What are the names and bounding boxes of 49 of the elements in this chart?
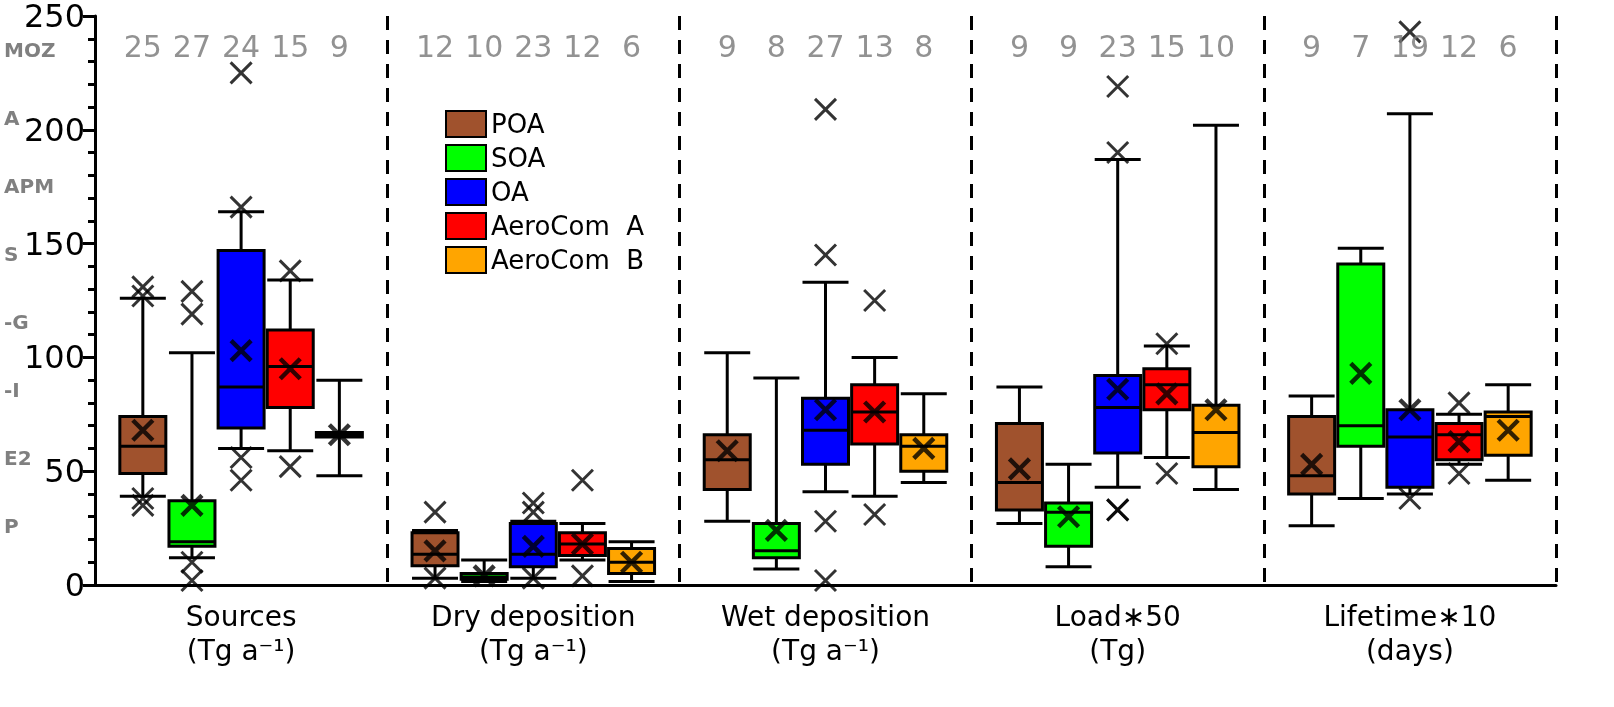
text: 9 <box>1009 28 1029 64</box>
text: 8 <box>766 28 786 64</box>
text: 12 <box>1439 28 1479 64</box>
text: 7 <box>1351 28 1371 64</box>
text: 9 <box>1059 28 1079 64</box>
legend-label: OA <box>491 177 530 207</box>
text: 23 <box>1098 28 1137 64</box>
text: 8 <box>914 28 934 64</box>
text: -G <box>4 310 29 334</box>
x-tick-label: Load∗50 (Tg) <box>1054 599 1181 667</box>
text: APM <box>4 174 55 198</box>
text: 19 <box>1390 28 1429 64</box>
text: 27 <box>172 28 212 64</box>
y-tick-label: 50 <box>44 452 85 491</box>
text: 9 <box>717 28 737 64</box>
text: -I <box>4 378 20 402</box>
text: 23 <box>514 28 553 64</box>
y-tick-label: 100 <box>23 338 85 377</box>
text: 15 <box>271 28 310 64</box>
x-tick-label: Sources (Tg a⁻¹) <box>185 599 297 667</box>
x-tick-label: Lifetime∗10 (days) <box>1323 599 1497 667</box>
text: A <box>4 106 20 130</box>
text: 9 <box>1302 28 1322 64</box>
text: S <box>4 242 19 266</box>
text: 24 <box>222 28 261 64</box>
text: P <box>4 514 19 538</box>
text: 15 <box>1147 28 1186 64</box>
x-tick-label: Dry deposition (Tg a⁻¹) <box>431 599 636 667</box>
x-tick-label: Wet deposition (Tg a⁻¹) <box>720 599 931 667</box>
text: 12 <box>563 28 602 64</box>
text: 10 <box>465 28 504 64</box>
legend-label: SOA <box>491 143 546 173</box>
y-tick-label: 250 <box>23 0 85 35</box>
text: 9 <box>329 28 349 64</box>
y-tick-label: 150 <box>23 224 85 263</box>
text: 27 <box>806 28 845 64</box>
text: 6 <box>1498 28 1518 64</box>
text: 6 <box>622 28 642 64</box>
text: 10 <box>1196 28 1236 64</box>
text: E2 <box>4 446 32 470</box>
text: 12 <box>415 28 455 64</box>
text: 13 <box>855 28 894 64</box>
legend-label: POA <box>491 109 545 139</box>
legend-label: AeroCom B <box>491 245 645 275</box>
y-tick-label: 0 <box>64 566 85 604</box>
y-tick-label: 200 <box>23 110 85 149</box>
legend-label: AeroCom A <box>491 211 645 241</box>
text: MOZ <box>4 38 56 62</box>
text: 25 <box>123 28 162 64</box>
